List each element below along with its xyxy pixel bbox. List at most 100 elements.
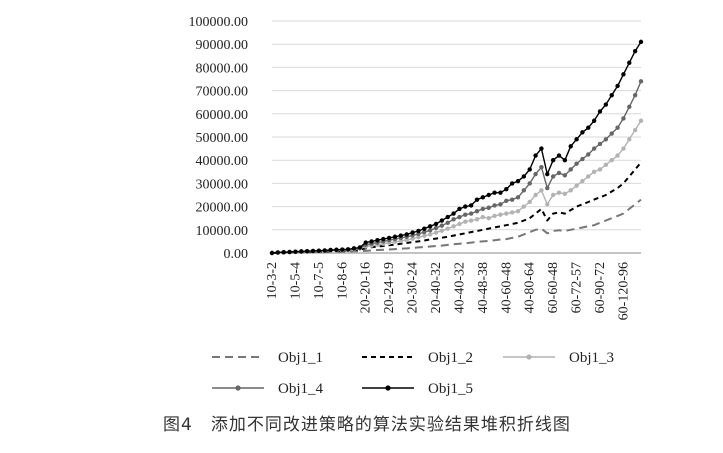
y-tick-label: 80000.00 [196,61,249,76]
x-tick-label: 10-3-2 [265,262,280,299]
data-point [556,170,562,176]
data-point [603,102,609,107]
data-point [463,204,468,209]
data-point [580,156,585,162]
stacked-line-chart: 0.00 10000.00 20000.00 30000.00 40000.00 5000… [189,15,644,397]
data-point [568,144,573,149]
data-point [293,249,298,254]
data-point [357,245,363,250]
data-point [591,146,597,151]
x-tick-label: 10-8-6 [335,262,350,299]
data-point [480,206,486,212]
data-point [498,202,503,207]
data-point [638,39,644,45]
data-point [556,190,562,195]
x-tick-label: 60-60-48 [546,262,561,313]
data-point [574,183,579,188]
y-tick-label: 90000.00 [196,38,249,53]
x-tick-label: 40-80-64 [523,262,538,313]
data-point [545,202,550,207]
data-point [521,174,527,179]
data-point [322,248,327,253]
y-tick-label: 100000.00 [189,15,249,30]
data-point [597,141,603,147]
data-point [474,217,480,222]
grid-lines [272,20,641,254]
data-point [381,236,386,242]
data-point [416,228,421,234]
data-point [521,188,527,193]
data-point [533,192,538,198]
data-point [363,240,368,245]
y-tick-label: 60000.00 [196,108,249,123]
data-point [509,210,515,215]
legend-label: Obj1_1 [278,350,323,366]
data-point [591,169,597,174]
data-point [615,125,620,130]
data-point [568,167,573,172]
data-point [504,187,509,192]
data-point [545,185,550,191]
data-point [603,162,609,168]
data-point [591,118,597,123]
data-point [386,235,392,241]
data-point [586,125,591,130]
x-tick-label: 10-7-5 [312,262,327,299]
data-point [304,248,310,254]
data-point [533,153,538,158]
data-point [580,130,585,135]
data-point [615,153,620,158]
data-point [392,234,398,239]
data-point [632,93,638,98]
data-point [615,83,620,89]
data-point [627,60,632,65]
data-point [638,79,644,84]
x-tick-label: 60-120-96 [616,262,631,320]
data-point [527,181,532,186]
data-point [445,220,450,226]
data-point [504,198,509,203]
data-point [281,249,286,255]
data-point [539,188,544,193]
data-point [486,205,491,210]
y-tick-label: 0.00 [224,247,249,262]
data-point [586,152,591,157]
data-point [398,233,404,238]
data-point [287,249,292,255]
data-point [474,209,480,214]
series-line-obj1-5 [271,41,642,254]
data-point [468,218,474,223]
y-tick-label: 40000.00 [196,154,249,169]
y-tick-label: 20000.00 [196,201,249,216]
data-point [621,146,626,151]
data-point [498,212,503,217]
data-point [562,173,568,178]
data-point [550,192,556,198]
legend: Obj1_1 Obj1_2 Obj1_3 Obj1_4 Obj1_5 [212,350,614,397]
data-point [398,238,404,244]
figure-caption: 图4 添加不同改进策略的算法实验结果堆积折线图 [163,415,571,435]
legend-marker [385,385,391,391]
data-point [586,174,591,179]
series-line-obj1-3 [271,120,642,254]
data-point [627,104,632,110]
x-tick-label: 20-24-19 [382,262,397,313]
x-tick-label: 20-40-32 [429,262,444,313]
legend-label: Obj1_4 [278,381,324,397]
data-point [621,72,626,77]
data-point [515,178,521,184]
x-tick-label: 40-40-32 [452,262,467,313]
data-point [539,164,544,170]
legend-label: Obj1_2 [428,350,473,366]
data-point [451,217,456,222]
data-point [515,209,521,214]
data-point [451,224,456,229]
data-point [609,158,614,163]
legend-label: Obj1_3 [569,350,614,366]
data-point [527,199,532,205]
plot-area [269,39,644,256]
data-point [316,248,322,253]
data-point [445,214,450,220]
x-tick-label: 40-60-48 [499,262,514,313]
data-point [492,190,497,195]
